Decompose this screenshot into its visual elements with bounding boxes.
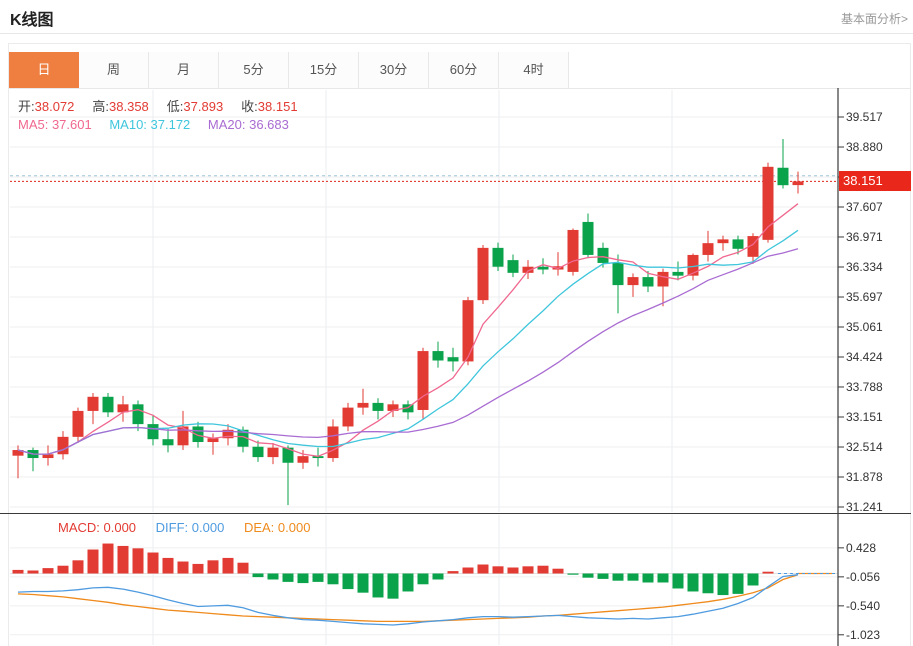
open-value: 38.072 (34, 99, 75, 114)
y-axis-tick-label: 35.697 (846, 290, 883, 305)
y-axis-tick-label: 0.428 (846, 540, 877, 555)
tab-period-15分[interactable]: 15分 (289, 52, 359, 88)
title-divider (0, 33, 913, 34)
y-axis-tick-label: 33.788 (846, 379, 883, 394)
macd-value: MACD: 0.000 (58, 520, 137, 535)
y-axis-tick-label: 34.424 (846, 350, 883, 364)
ma20-readout: MA20: 36.683 (207, 117, 289, 132)
ohlc-readout: 开:38.072 高:38.358 低:37.893 收:38.151 (18, 96, 316, 115)
diff-value: DIFF: 0.000 (155, 520, 225, 535)
last-price-badge: 38.151 (839, 171, 911, 192)
macd-readout: MACD: 0.000 DIFF: 0.000 DEA: 0.000 (58, 520, 326, 535)
low-value: 37.893 (183, 99, 224, 114)
y-axis-tick-label: 36.334 (846, 259, 883, 274)
tab-period-月[interactable]: 月 (149, 52, 219, 88)
low-label: 低: (166, 99, 184, 114)
dea-value: DEA: 0.000 (243, 520, 311, 535)
y-axis-tick-label: 39.517 (846, 110, 883, 124)
close-value: 38.151 (257, 99, 298, 114)
tab-period-60分[interactable]: 60分 (429, 52, 499, 88)
tab-period-5分[interactable]: 5分 (219, 52, 289, 88)
open-label: 开: (18, 99, 35, 114)
y-axis-tick-label: 31.878 (846, 469, 883, 484)
tabbar-underline (9, 88, 910, 89)
y-axis-tick-label: 31.241 (846, 500, 883, 514)
y-axis-tick-label: 38.880 (846, 140, 883, 155)
high-label: 高: (92, 99, 110, 114)
y-axis-tick-label: 37.607 (846, 200, 883, 214)
y-axis-tick-label: 33.151 (846, 409, 883, 424)
y-axis-tick-label: 36.971 (846, 229, 883, 244)
tab-period-周[interactable]: 周 (79, 52, 149, 88)
y-axis-tick-label: 32.514 (846, 440, 883, 455)
ma5-readout: MA5: 37.601 (18, 117, 92, 132)
chart-widget-frame (8, 43, 911, 646)
tab-period-日[interactable]: 日 (9, 52, 79, 88)
y-axis-tick-label: -0.540 (846, 598, 881, 613)
tab-period-4时[interactable]: 4时 (499, 52, 569, 88)
period-tabbar: 日周月 5分 15分 30分 60分 4时 (9, 52, 569, 88)
page-title: K线图 (10, 12, 54, 29)
tab-period-30分[interactable]: 30分 (359, 52, 429, 88)
fundamental-analysis-link[interactable]: 基本面分析> (840, 12, 908, 26)
y-axis-tick-label: -1.023 (846, 627, 881, 642)
y-axis-tick-label: 35.061 (846, 319, 883, 334)
y-axis-tick-label: -0.056 (846, 569, 881, 584)
high-value: 38.358 (109, 99, 149, 114)
ma-readout: MA5: 37.601 MA10: 37.172 MA20: 36.683 (18, 117, 303, 132)
ma10-readout: MA10: 37.172 (109, 117, 191, 132)
close-label: 收: (241, 99, 258, 114)
